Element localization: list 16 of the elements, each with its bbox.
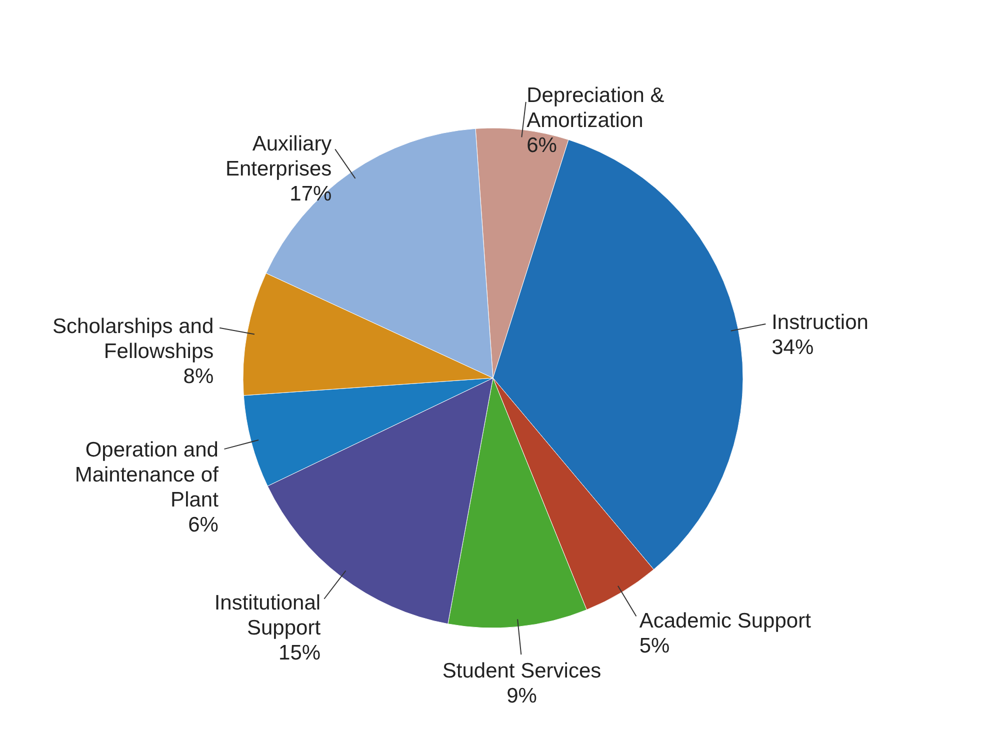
slice-label: Academic Support bbox=[639, 609, 812, 632]
slice-label: Instruction bbox=[772, 310, 868, 334]
data-label: 15% bbox=[278, 642, 321, 665]
slice-label: Scholarships and Fellowships bbox=[52, 314, 214, 363]
slice-label: Student Services bbox=[442, 660, 602, 683]
data-label: 34% bbox=[772, 336, 814, 359]
slice-label: Auxiliary Enterprises bbox=[225, 132, 332, 180]
data-label: 6% bbox=[526, 134, 557, 157]
data-label: 5% bbox=[639, 634, 670, 658]
data-label: 8% bbox=[183, 364, 214, 388]
slice-label: Institutional Support bbox=[214, 592, 321, 640]
data-label: 9% bbox=[506, 684, 537, 708]
data-label: 6% bbox=[188, 514, 218, 537]
data-label: 17% bbox=[290, 182, 332, 206]
slice-label: Operation and Maintenance of Plant bbox=[74, 438, 219, 512]
slice-label: Depreciation & Amortization bbox=[526, 84, 664, 132]
